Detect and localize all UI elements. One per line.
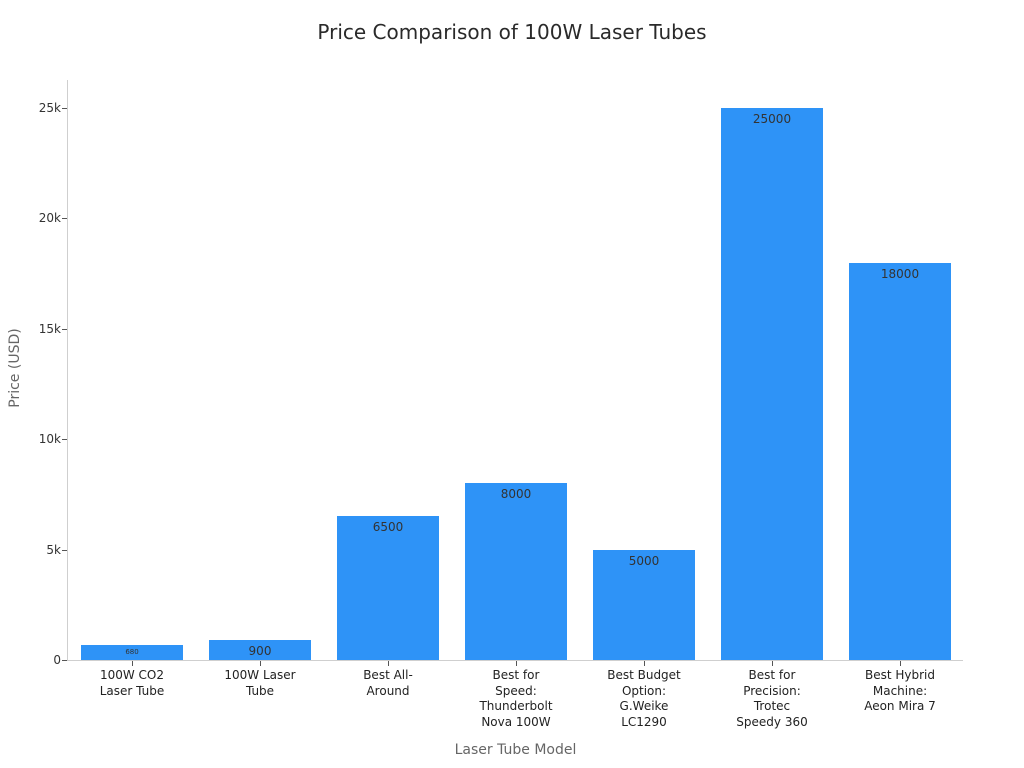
y-tick-mark — [62, 439, 67, 441]
x-tick-label: Best Budget Option: G.Weike LC1290 — [607, 668, 681, 729]
y-tick-label: 5k — [46, 542, 61, 557]
y-tick-mark — [62, 549, 67, 551]
y-tick-label: 10k — [38, 432, 61, 447]
bar: 680 — [81, 644, 183, 660]
x-tick-label: Best for Speed: Thunderbolt Nova 100W — [479, 668, 553, 729]
x-axis-title: Laser Tube Model — [454, 742, 577, 758]
y-tick-mark — [62, 328, 67, 330]
bar: 25000 — [721, 108, 823, 660]
y-axis-line — [67, 80, 68, 661]
bar: 900 — [209, 640, 311, 660]
x-tick-label: 100W Laser Tube — [224, 668, 296, 698]
x-tick-mark — [516, 661, 517, 666]
y-tick-label: 25k — [38, 101, 61, 115]
bar: 5000 — [593, 549, 695, 660]
bar-value-label: 25000 — [752, 112, 792, 126]
y-tick-label: 15k — [38, 321, 61, 336]
y-tick: 10k — [0, 432, 67, 453]
x-tick-mark — [900, 661, 901, 666]
bar: 6500 — [337, 516, 439, 660]
y-tick: 0 — [0, 653, 67, 674]
y-tick-mark — [62, 660, 67, 661]
x-tick-label: 100W CO2 Laser Tube — [99, 668, 165, 698]
x-tick-mark — [772, 661, 773, 666]
bar: 8000 — [465, 483, 567, 660]
x-tick-mark — [388, 661, 389, 666]
bar-value-label: 8000 — [500, 487, 532, 502]
x-tick-label: Best All- Around — [363, 668, 413, 698]
y-tick-label: 0 — [53, 653, 61, 667]
bar-value-label: 18000 — [880, 266, 920, 281]
bar-value-label: 900 — [248, 644, 272, 659]
x-axis-line — [67, 660, 963, 661]
x-tick-mark — [260, 661, 261, 666]
x-tick-label: Best Hybrid Machine: Aeon Mira 7 — [864, 668, 936, 713]
y-tick-label: 20k — [38, 211, 61, 226]
x-tick-mark — [644, 661, 645, 666]
y-tick: 15k — [0, 322, 67, 343]
y-tick: 20k — [0, 211, 67, 232]
x-tick-label: Best for Precision: Trotec Speedy 360 — [736, 668, 808, 729]
y-axis-title: Price (USD) — [7, 328, 23, 408]
y-tick-mark — [62, 108, 67, 109]
y-tick-mark — [62, 218, 67, 220]
bar: 18000 — [849, 262, 951, 660]
bar-value-label: 6500 — [372, 520, 404, 535]
y-tick: 25k — [0, 101, 67, 122]
bar-value-label: 680 — [125, 647, 139, 656]
chart-title: Price Comparison of 100W Laser Tubes — [317, 20, 707, 44]
bar-value-label: 5000 — [628, 553, 660, 568]
x-tick-mark — [132, 661, 133, 666]
y-tick: 5k — [0, 543, 67, 564]
